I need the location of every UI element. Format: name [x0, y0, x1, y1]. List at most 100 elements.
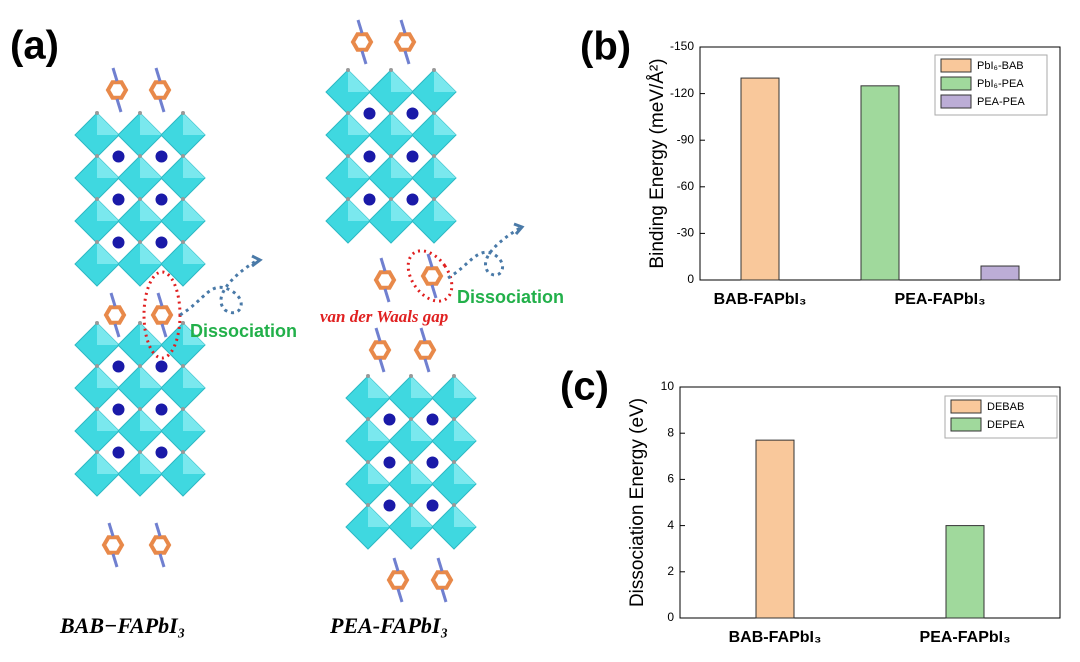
legend-swatch	[940, 76, 972, 91]
molecule-bond	[111, 67, 119, 82]
y-tick-label: 6	[667, 472, 674, 486]
cation	[112, 193, 125, 206]
molecule	[148, 535, 172, 555]
iodide	[432, 111, 436, 115]
arrow-head	[251, 254, 263, 268]
molecule-bond	[430, 284, 438, 299]
y-tick-label: 10	[661, 379, 675, 393]
cation	[406, 193, 419, 206]
molecule-bond	[154, 67, 162, 82]
molecule-bond	[423, 358, 431, 373]
annotation: van der Waals gap	[320, 307, 448, 326]
octahedron-face	[183, 323, 205, 345]
octahedron-face	[97, 113, 119, 135]
legend-label: DEBAB	[987, 401, 1024, 413]
octahedron-face	[140, 242, 162, 264]
iodide	[138, 240, 142, 244]
x-tick-label: PEA-FAPbI₃	[895, 291, 986, 308]
octahedron-face	[97, 366, 119, 388]
x-tick-label: BAB-FAPbI₃	[729, 629, 822, 646]
octahedron-face	[411, 419, 433, 441]
molecule-bond	[399, 19, 407, 34]
iodide	[389, 197, 393, 201]
octahedron-face	[434, 70, 456, 92]
legend-label: DEPEA	[987, 419, 1025, 431]
molecule	[413, 340, 437, 360]
molecule-bond	[156, 292, 164, 307]
cation	[426, 456, 439, 469]
molecule-bond	[160, 323, 168, 338]
octahedron-face	[391, 156, 413, 178]
iodide	[452, 417, 456, 421]
cation	[112, 150, 125, 163]
y-tick-label: -60	[677, 179, 695, 193]
iodide	[95, 321, 99, 325]
molecule	[148, 80, 172, 100]
octahedron-face	[183, 452, 205, 474]
annotation: Dissociation	[457, 287, 564, 307]
octahedron-face	[391, 113, 413, 135]
molecule-bond	[158, 98, 166, 113]
molecule	[150, 305, 174, 325]
iodide	[432, 197, 436, 201]
iodide	[181, 197, 185, 201]
iodide	[409, 374, 413, 378]
octahedron-face	[97, 452, 119, 474]
iodide	[432, 68, 436, 72]
cation	[112, 403, 125, 416]
cation	[155, 150, 168, 163]
molecule-bond	[426, 253, 434, 268]
bar	[755, 439, 795, 619]
x-tick-label: BAB-FAPbI₃	[714, 291, 807, 308]
y-axis-label: Binding Energy (meV/Å²)	[647, 58, 668, 268]
molecule-bond	[109, 292, 117, 307]
iodide	[138, 407, 142, 411]
octahedron-face	[183, 409, 205, 431]
cation	[112, 446, 125, 459]
caption: PEA-FAPbI₃	[329, 613, 448, 638]
panel-label: (b)	[580, 25, 631, 69]
molecule	[430, 570, 454, 590]
y-axis-label: Dissociation Energy (eV)	[627, 398, 648, 607]
y-tick-label: 0	[667, 610, 674, 624]
cation	[155, 193, 168, 206]
iodide	[366, 417, 370, 421]
cation	[363, 150, 376, 163]
molecule-bond	[419, 327, 427, 342]
cation	[363, 107, 376, 120]
molecule-bond	[356, 19, 364, 34]
octahedron-face	[411, 462, 433, 484]
y-tick-label: -120	[670, 86, 694, 100]
cation	[112, 360, 125, 373]
cation	[363, 193, 376, 206]
annotation: Dissociation	[190, 321, 297, 341]
panel-label: (a)	[10, 24, 59, 68]
octahedron-face	[411, 376, 433, 398]
molecule	[101, 535, 125, 555]
octahedron-face	[368, 505, 390, 527]
iodide	[409, 417, 413, 421]
molecule	[386, 570, 410, 590]
cation	[383, 456, 396, 469]
iodide	[181, 321, 185, 325]
molecule	[373, 270, 397, 290]
legend-swatch	[950, 417, 982, 432]
arrow-head	[513, 222, 525, 235]
iodide	[389, 68, 393, 72]
octahedron-face	[97, 156, 119, 178]
molecule-bond	[107, 522, 115, 537]
iodide	[389, 111, 393, 115]
octahedron-face	[368, 462, 390, 484]
octahedron-face	[368, 419, 390, 441]
iodide	[181, 407, 185, 411]
octahedron-face	[454, 505, 476, 527]
bar	[860, 85, 900, 281]
cation	[155, 236, 168, 249]
structure-illustration	[74, 19, 477, 603]
molecule-bond	[158, 553, 166, 568]
molecule-bond	[360, 50, 368, 65]
octahedron-face	[140, 366, 162, 388]
molecule	[103, 305, 127, 325]
iodide	[138, 450, 142, 454]
